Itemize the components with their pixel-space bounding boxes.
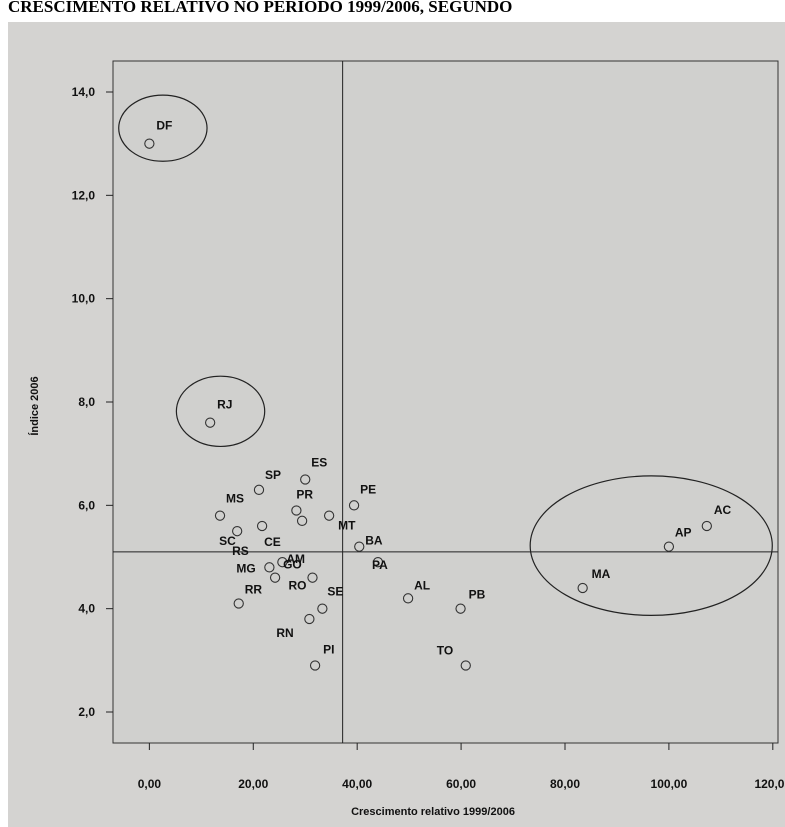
point-label-sc: SC xyxy=(219,534,236,548)
point-ma xyxy=(577,582,588,594)
x-tick-label: 20,00 xyxy=(238,777,268,791)
highlight-ellipse-rj xyxy=(175,375,266,448)
point-label-mg: MG xyxy=(236,561,255,575)
point-rj xyxy=(205,417,216,428)
y-tick-label: 6,0 xyxy=(78,498,95,512)
point-ms xyxy=(214,510,226,521)
point-label-pi: PI xyxy=(323,643,334,657)
point-label-go: GO xyxy=(283,558,302,572)
y-tick-label: 4,0 xyxy=(78,602,95,616)
point-ac xyxy=(701,520,712,532)
point-label-al: AL xyxy=(414,578,430,592)
point-label-ro: RO xyxy=(289,579,307,593)
point-label-pr: PR xyxy=(296,488,313,502)
y-axis-label: Índice 2006 xyxy=(28,376,41,435)
point-pi xyxy=(309,660,321,671)
point-label-ce: CE xyxy=(264,535,281,549)
point-label-ac: AC xyxy=(714,503,732,517)
point-label-ba: BA xyxy=(365,534,383,548)
point-label-ma: MA xyxy=(592,567,611,581)
point-to xyxy=(460,660,471,671)
page-title: CRESCIMENTO RELATIVO NO PERÍODO 1999/200… xyxy=(8,0,513,16)
x-tick-label: 100,00 xyxy=(651,777,688,791)
point-ba xyxy=(354,541,365,552)
x-tick-label: 0,00 xyxy=(138,777,162,791)
point-rr xyxy=(233,598,244,609)
point-label-to: TO xyxy=(437,644,453,658)
point-al xyxy=(402,593,414,604)
point-label-ms: MS xyxy=(226,492,244,506)
x-tick-label: 80,00 xyxy=(550,777,580,791)
highlight-ellipse-ap-ac-ma xyxy=(529,475,773,616)
point-sp xyxy=(253,484,265,495)
point-go xyxy=(269,572,281,583)
x-tick-label: 120,00 xyxy=(754,777,785,791)
point-label-pb: PB xyxy=(469,588,486,602)
y-tick-label: 12,0 xyxy=(72,188,96,202)
point-es xyxy=(300,474,311,485)
point-rs xyxy=(296,515,308,526)
point-sc xyxy=(232,526,243,537)
point-label-rr: RR xyxy=(245,583,263,597)
y-tick-label: 2,0 xyxy=(78,705,95,719)
point-mg xyxy=(264,562,275,573)
point-label-df: DF xyxy=(156,119,172,133)
point-label-se: SE xyxy=(327,585,343,599)
point-df xyxy=(144,138,155,149)
y-tick-label: 14,0 xyxy=(72,85,96,99)
point-label-am: AM xyxy=(286,552,305,566)
plot-area xyxy=(112,60,779,744)
point-se xyxy=(317,603,328,614)
point-rn xyxy=(304,613,315,625)
point-label-pa: PA xyxy=(372,558,388,572)
point-label-rn: RN xyxy=(276,626,293,640)
point-label-es: ES xyxy=(311,456,327,470)
x-tick-label: 60,00 xyxy=(446,777,476,791)
point-pr xyxy=(291,505,302,516)
point-mt xyxy=(323,510,335,521)
point-pe xyxy=(348,500,360,511)
point-label-pe: PE xyxy=(360,482,376,496)
point-label-mt: MT xyxy=(338,519,356,533)
point-pb xyxy=(455,603,466,614)
x-tick-label: 40,00 xyxy=(342,777,372,791)
y-tick-label: 8,0 xyxy=(78,395,95,409)
point-label-rj: RJ xyxy=(217,398,232,412)
x-axis-label: Crescimento relativo 1999/2006 xyxy=(351,806,515,818)
point-am xyxy=(277,557,288,568)
y-tick-label: 10,0 xyxy=(72,292,96,306)
point-label-ap: AP xyxy=(675,526,692,540)
point-label-rs: RS xyxy=(232,544,249,558)
highlight-ellipse-df xyxy=(118,94,208,162)
point-ap xyxy=(663,541,675,552)
point-pa xyxy=(372,557,384,568)
point-label-sp: SP xyxy=(265,468,281,482)
point-ce xyxy=(256,520,268,532)
point-ro xyxy=(307,572,318,583)
